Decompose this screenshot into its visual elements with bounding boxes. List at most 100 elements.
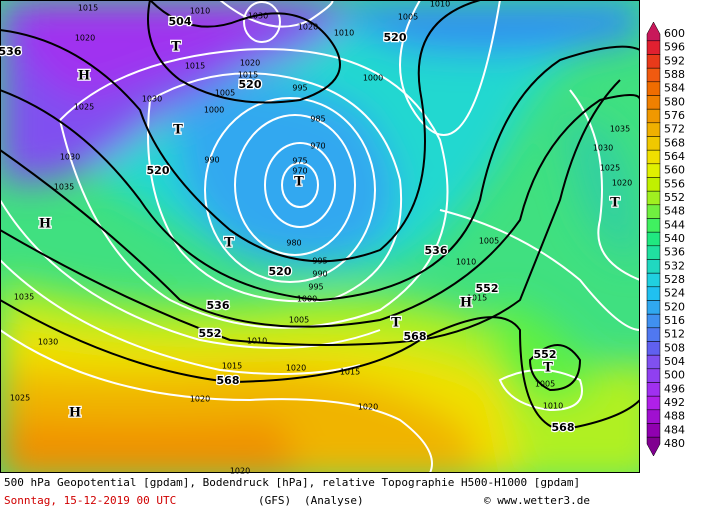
pressure-label: 1010 <box>430 0 450 9</box>
colorbar-segment <box>646 40 661 55</box>
pressure-label: 970 <box>292 167 307 176</box>
colorbar-segment <box>646 190 661 206</box>
map-frame <box>0 0 640 473</box>
pressure-label: 1010 <box>190 7 210 16</box>
colorbar-arrow <box>646 436 661 457</box>
colorbar-segment <box>646 122 661 137</box>
colorbar-label: 496 <box>664 382 685 395</box>
height-label: 520 <box>239 78 262 91</box>
height-label: 552 <box>199 327 222 340</box>
colorbar-label: 584 <box>664 82 685 95</box>
pressure-label: 995 <box>312 257 327 266</box>
colorbar-label: 492 <box>664 396 685 409</box>
colorbar-segment <box>646 136 661 151</box>
pressure-label: 1015 <box>238 71 258 80</box>
colorbar-label: 488 <box>664 410 685 423</box>
pressure-label: 1035 <box>14 293 34 302</box>
pressure-label: 1035 <box>54 183 74 192</box>
colorbar: 6005965925885845805765725685645605565525… <box>646 21 685 457</box>
colorbar-label: 592 <box>664 54 685 67</box>
colorbar-segment <box>646 218 661 233</box>
colorbar-label: 568 <box>664 136 685 149</box>
pressure-label: 1010 <box>543 402 563 411</box>
pressure-label: 1020 <box>75 34 95 43</box>
pressure-center: T <box>173 123 183 138</box>
pressure-label: 1000 <box>297 295 317 304</box>
pressure-label: 1005 <box>289 316 309 325</box>
colorbar-segment <box>646 149 661 165</box>
pressure-label: 1000 <box>204 106 224 115</box>
height-label: 568 <box>552 421 575 434</box>
pressure-label: 980 <box>286 239 301 248</box>
pressure-label: 1010 <box>247 337 267 346</box>
pressure-label: 1025 <box>74 103 94 112</box>
height-label: 536 <box>425 244 448 257</box>
map-labels: 504 536 520 520 520 536 552 568 536 552 568 552 568 5… <box>0 0 632 476</box>
pressure-center: T <box>391 316 401 331</box>
colorbar-label: 516 <box>664 314 685 327</box>
source: © www.wetter3.de <box>484 494 590 507</box>
colorbar-arrow <box>646 21 661 42</box>
colorbar-segment <box>646 313 661 329</box>
colorbar-segment <box>646 327 661 342</box>
pressure-center: T <box>171 40 181 55</box>
height-label: 520 <box>269 265 292 278</box>
colorbar-label: 552 <box>664 191 685 204</box>
colorbar-segment <box>646 245 661 260</box>
pressure-label: 1010 <box>334 29 354 38</box>
pressure-label: 1015 <box>340 368 360 377</box>
colorbar-label: 544 <box>664 218 685 231</box>
height-label: 568 <box>404 330 427 343</box>
colorbar-segment <box>646 368 661 383</box>
pressure-label: 1030 <box>593 144 613 153</box>
isobars <box>0 0 640 473</box>
colorbar-label: 500 <box>664 369 685 382</box>
pressure-label: 1025 <box>600 164 620 173</box>
height-label: 568 <box>217 374 240 387</box>
colorbar-label: 532 <box>664 259 685 272</box>
pressure-center: H <box>69 406 81 421</box>
height-label: 536 <box>207 299 230 312</box>
colorbar-label: 560 <box>664 164 685 177</box>
colorbar-label: 572 <box>664 123 685 136</box>
colorbar-label: 520 <box>664 300 685 313</box>
pressure-label: 1020 <box>358 403 378 412</box>
pressure-label: 1035 <box>610 125 630 134</box>
colorbar-label: 600 <box>664 27 685 40</box>
colorbar-segment <box>646 286 661 301</box>
colorbar-label: 528 <box>664 273 685 286</box>
pressure-label: 1030 <box>60 153 80 162</box>
height-label: 520 <box>147 164 170 177</box>
colorbar-segment <box>646 67 661 83</box>
pressure-label: 990 <box>312 270 327 279</box>
colorbar-label: 580 <box>664 95 685 108</box>
colorbar-segment <box>646 423 661 438</box>
pressure-label: 1020 <box>298 23 318 32</box>
colorbar-segment <box>646 231 661 247</box>
pressure-label: 1030 <box>248 12 268 21</box>
pressure-label: 970 <box>310 142 325 151</box>
height-label: 520 <box>384 31 407 44</box>
pressure-label: 1020 <box>230 467 250 476</box>
height-label: 552 <box>476 282 499 295</box>
colorbar-label: 512 <box>664 328 685 341</box>
colorbar-label: 596 <box>664 41 685 54</box>
pressure-label: 1005 <box>535 380 555 389</box>
pressure-label: 1005 <box>479 237 499 246</box>
pressure-label: 990 <box>204 156 219 165</box>
colorbar-segment <box>646 382 661 397</box>
pressure-label: 1010 <box>456 258 476 267</box>
pressure-label: 1015 <box>78 4 98 13</box>
colorbar-segment <box>646 300 661 315</box>
colorbar-segment <box>646 354 661 370</box>
colorbar-segment <box>646 163 661 178</box>
colorbar-label: 508 <box>664 341 685 354</box>
colorbar-label: 536 <box>664 246 685 259</box>
pressure-label: 1025 <box>10 394 30 403</box>
pressure-label: 1030 <box>38 338 58 347</box>
date: Sonntag, 15-12-2019 00 UTC <box>4 494 176 507</box>
run: (Analyse) <box>304 494 364 507</box>
pressure-center: T <box>224 236 234 251</box>
colorbar-label: 480 <box>664 437 685 450</box>
